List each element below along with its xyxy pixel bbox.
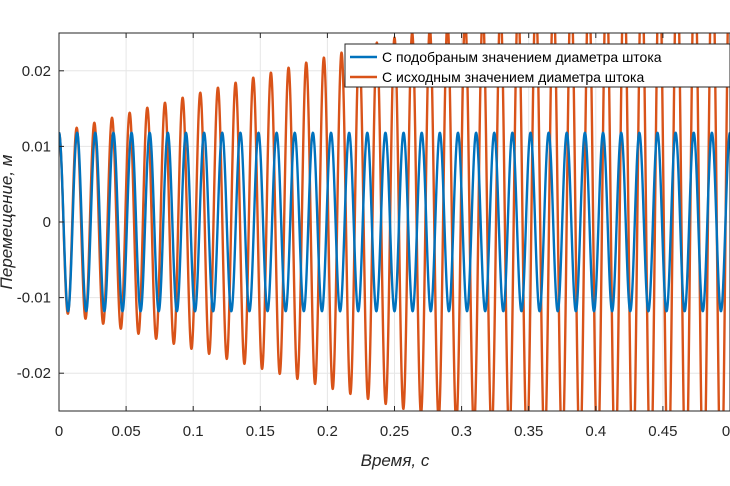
y-tick-label: 0.02	[22, 63, 51, 80]
axes	[58, 32, 730, 412]
x-axis-label: Время, с	[361, 451, 430, 470]
series-line	[59, 131, 730, 313]
y-tick-label: -0.01	[17, 290, 51, 307]
x-tick-label: 0.35	[514, 423, 543, 440]
x-tick-label: 0.25	[380, 423, 409, 440]
x-tick-label: 0.3	[451, 423, 472, 440]
legend-entry: С подобраным значением диаметра штока	[382, 49, 662, 65]
y-tick-label: -0.02	[17, 365, 51, 382]
y-axis-label: Перемещение, м	[0, 154, 16, 289]
x-tick-label: 0.1	[183, 423, 204, 440]
x-tick-label: 0.15	[246, 423, 275, 440]
legend: С подобраным значением диаметра штока С и…	[344, 43, 730, 88]
x-tick-label: 0.2	[317, 423, 338, 440]
y-tick-label: 0.01	[22, 138, 51, 155]
x-tick-label: 0	[55, 423, 63, 440]
x-tick-label: 0.45	[648, 423, 677, 440]
tick-labels: 0 0.05 0.1 0.15 0.2 0.25 0.3 0.35 0.4 0.45 0 0.02 0.…	[17, 63, 730, 440]
legend-entry: С исходным значением диаметра штока	[382, 69, 644, 85]
y-tick-label: 0	[43, 214, 51, 231]
legend-box	[344, 43, 730, 88]
x-tick-label: 0.05	[111, 423, 140, 440]
x-tick-label: 0.4	[585, 423, 606, 440]
x-tick-label: 0	[722, 423, 730, 440]
